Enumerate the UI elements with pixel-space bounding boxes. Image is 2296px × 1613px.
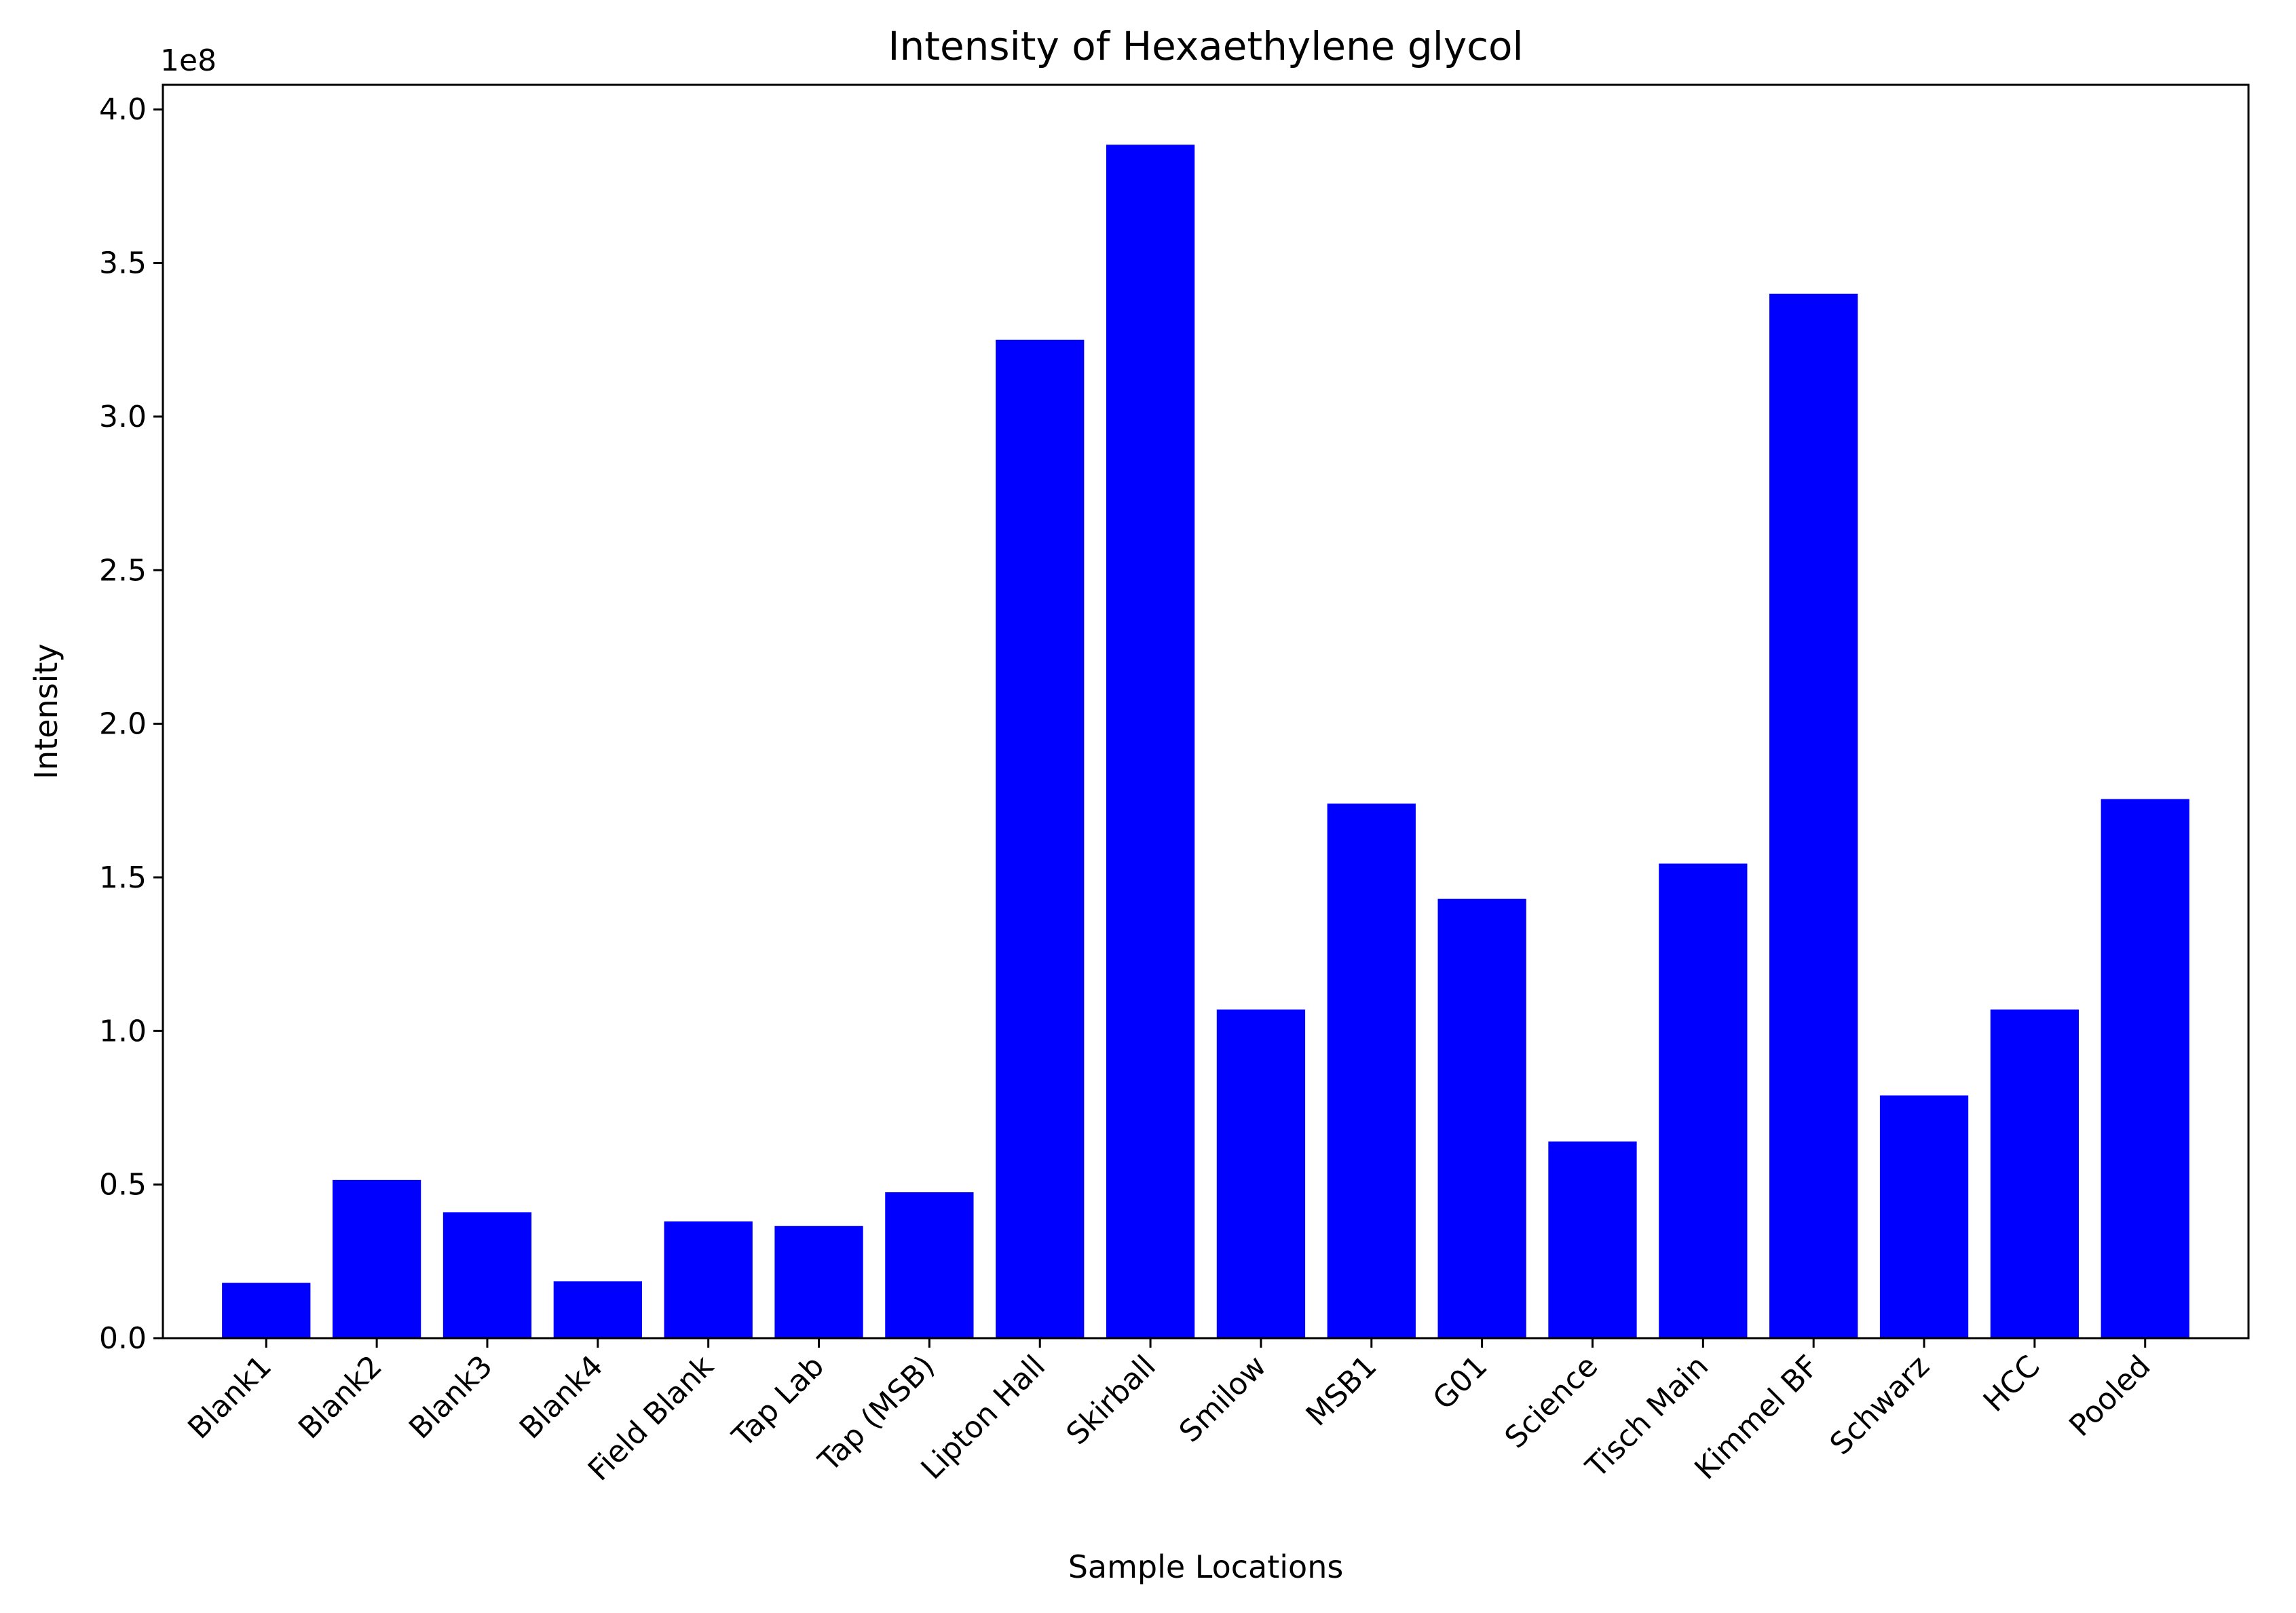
bar-blank2 xyxy=(332,1179,421,1338)
plot-frame xyxy=(162,83,2250,1340)
bar-tap-msb xyxy=(885,1192,974,1338)
y-tick-label: 4.0 xyxy=(99,92,147,127)
bar-smilow xyxy=(1216,1009,1306,1338)
bars xyxy=(222,145,2189,1338)
bar-pooled xyxy=(2101,799,2189,1338)
bar-blank3 xyxy=(443,1212,532,1338)
bar-science xyxy=(1548,1141,1637,1338)
bar-schwarz xyxy=(1879,1095,1969,1338)
x-tick-label: Blank2 xyxy=(292,1349,389,1446)
y-tick-label: 0.5 xyxy=(99,1168,147,1202)
x-tick-label: G01 xyxy=(1427,1349,1494,1417)
y-tick-label: 2.5 xyxy=(99,553,147,588)
y-tick-label: 1.5 xyxy=(99,860,147,895)
bar-tap-lab xyxy=(774,1226,863,1338)
x-tick-label: Blank3 xyxy=(402,1349,500,1446)
x-tick-label: Tap Lab xyxy=(726,1349,831,1454)
x-tick-label: Skirball xyxy=(1059,1349,1162,1451)
x-tick-label: MSB1 xyxy=(1300,1349,1384,1433)
x-tick-label: Blank4 xyxy=(513,1349,610,1446)
bar-skirball xyxy=(1106,145,1195,1338)
chart-title: Intensity of Hexaethylene glycol xyxy=(888,23,1523,69)
y-tick-label: 3.5 xyxy=(99,246,147,281)
bar-g01 xyxy=(1437,898,1526,1338)
x-tick-label: Blank1 xyxy=(181,1349,278,1446)
y-axis-title: Intensity xyxy=(28,643,64,779)
bar-msb1 xyxy=(1327,803,1416,1338)
bar-hcc xyxy=(1990,1009,2079,1338)
x-tick-label: HCC xyxy=(1977,1349,2047,1419)
y-tick-label: 3.0 xyxy=(99,400,147,434)
x-tick-label: Science xyxy=(1499,1349,1605,1456)
x-axis-title: Sample Locations xyxy=(1068,1549,1344,1585)
y-tick-label: 0.0 xyxy=(99,1321,147,1356)
y-axis-ticks: 0.0 0.5 1.0 1.5 2.0 2.5 3.0 3.5 4.0 xyxy=(99,92,163,1356)
y-axis-offset-label: 1e8 xyxy=(160,43,217,78)
bar-kimmel-bf xyxy=(1769,293,1858,1338)
bar-lipton-hall xyxy=(996,339,1085,1338)
x-tick-label: Schwarz xyxy=(1824,1349,1936,1462)
bar-field-blank xyxy=(664,1221,753,1338)
bar-blank4 xyxy=(553,1281,642,1338)
y-tick-label: 2.0 xyxy=(99,707,147,742)
bar-blank1 xyxy=(222,1283,311,1338)
x-tick-label: Pooled xyxy=(2063,1349,2157,1443)
y-tick-label: 1.0 xyxy=(99,1014,147,1048)
bar-tisch-main xyxy=(1659,863,1748,1338)
x-tick-label: Smilow xyxy=(1173,1349,1273,1449)
